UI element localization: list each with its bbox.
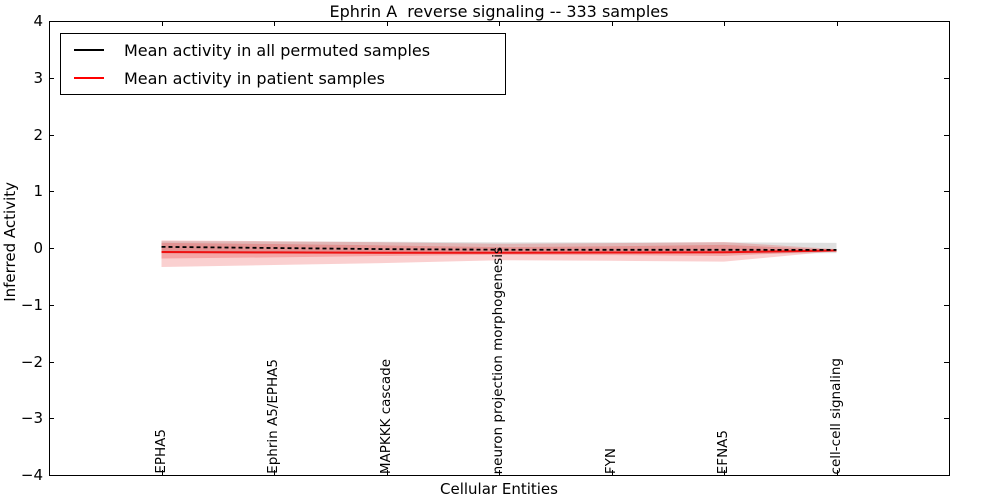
chart-title: Ephrin A reverse signaling -- 333 sample…: [329, 2, 669, 21]
x-tick-label: FYN: [602, 447, 619, 474]
x-tick-label: MAPKKK cascade: [377, 358, 394, 474]
x-tick-label: EPHA5: [152, 429, 169, 474]
y-tick-label: 1: [33, 182, 43, 201]
legend-line-patient: [74, 77, 104, 79]
x-axis-label: Cellular Entities: [440, 480, 558, 498]
legend-box: Mean activity in all permuted samples Me…: [60, 33, 506, 95]
legend-line-permuted: [74, 49, 104, 51]
y-tick-label: 2: [33, 125, 43, 144]
x-tick-label: EFNA5: [715, 429, 731, 474]
y-tick-label: 4: [33, 12, 43, 30]
x-tick-label: neuron projection morphogenesis: [490, 246, 506, 474]
legend-label-permuted: Mean activity in all permuted samples: [124, 40, 431, 60]
y-tick-label: 3: [33, 68, 43, 87]
line-permuted-mean: [161, 245, 837, 251]
legend-item: Mean activity in all permuted samples: [61, 36, 505, 64]
y-tick-label: −1: [20, 295, 43, 314]
band-patient-inner: [161, 242, 837, 259]
y-tick-label: 0: [33, 239, 43, 257]
line-patient-mean: [161, 249, 837, 254]
x-tick-label: cell-cell signaling: [827, 357, 844, 474]
legend-label-patient: Mean activity in patient samples: [124, 68, 385, 88]
legend-item: Mean activity in patient samples: [61, 64, 505, 92]
y-tick-label: −4: [20, 466, 43, 484]
y-tick-label: −3: [20, 409, 43, 428]
x-tick-label: Ephrin A5/EPHA5: [265, 359, 281, 474]
y-tick-label: −2: [20, 352, 43, 371]
